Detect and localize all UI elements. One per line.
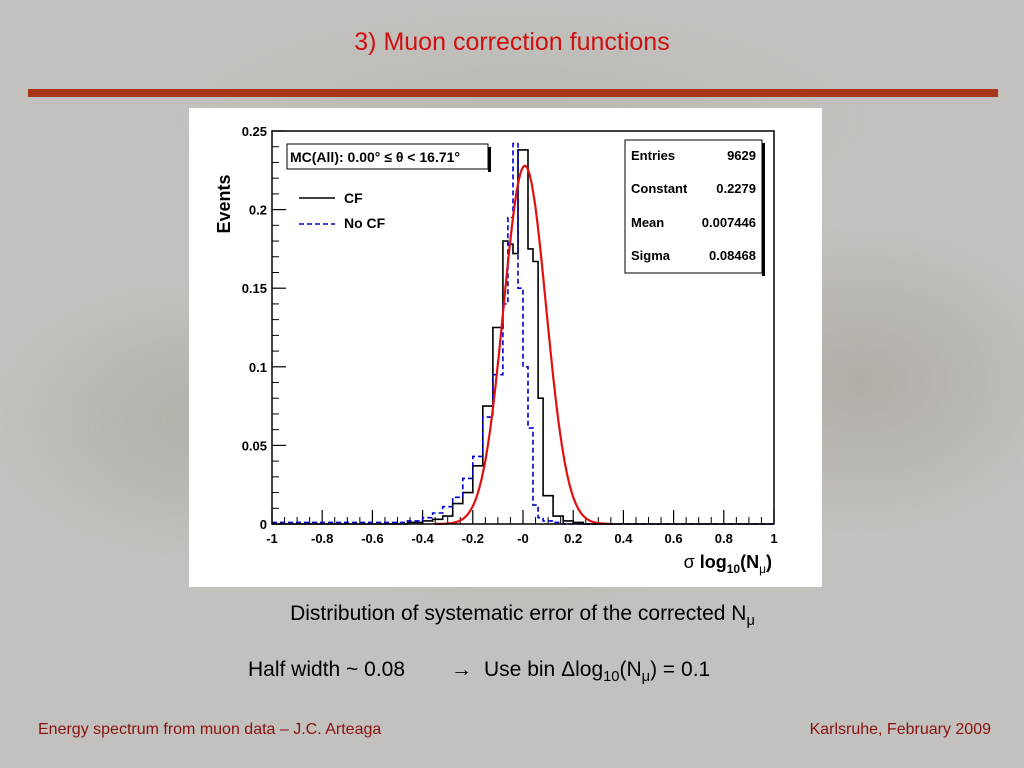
y-tick-label: 0.2 (249, 203, 267, 218)
gaussian-fit-curve (435, 164, 610, 526)
slide-title: 3) Muon correction functions (354, 28, 670, 56)
histogram-chart: Events 0 0.05 0.1 0.15 0.2 0.25 -1 -0.8 -0.6 -0.… (214, 124, 778, 576)
x-tick-label: -0.2 (462, 531, 484, 546)
plot-frame (271, 130, 775, 525)
caption-n-sub: μ (641, 669, 651, 686)
x-tick-label: 0.2 (564, 531, 582, 546)
caption-distribution: Distribution of systematic error of the … (0, 602, 1024, 629)
x-tick-label: -0.6 (361, 531, 383, 546)
stats-value-mean: 0.007446 (702, 215, 756, 230)
caption-n: (N (619, 658, 642, 681)
x-ticks: -1 -0.8 -0.6 -0.4 -0.2 -0 0.2 0.4 0.6 0.8 1 (266, 510, 778, 546)
y-tick-label: 0.25 (242, 124, 267, 139)
x-tick-label: 0.4 (614, 531, 633, 546)
x-tick-label: -0 (517, 531, 529, 546)
delta-symbol: Δ (561, 658, 576, 681)
footer-presentation-title: Energy spectrum from muon data – J.C. Ar… (38, 721, 382, 738)
x-tick-label: 0.6 (665, 531, 683, 546)
caption-half-width-text: Half width ~ 0.08 (248, 658, 406, 681)
caption-use-bin: Use bin (484, 658, 562, 681)
stats-value-constant: 0.2279 (716, 181, 756, 196)
y-tick-label: 0.1 (249, 360, 267, 375)
caption-distribution-text: Distribution of systematic error of the … (290, 602, 747, 625)
selection-box-shadow (488, 147, 491, 172)
x-tick-label: -0.4 (411, 531, 434, 546)
caption-log: log (575, 658, 604, 681)
legend: CF No CF (299, 190, 386, 231)
stats-value-sigma: 0.08468 (709, 248, 756, 263)
stats-value-entries: 9629 (727, 148, 756, 163)
stats-box-shadow (762, 143, 765, 276)
stats-label-sigma: Sigma (631, 248, 671, 263)
x-tick-label: 1 (770, 531, 777, 546)
caption-half-width: Half width ~ 0.08 → Use bin Δlog10(Nμ) = 0… (248, 658, 710, 685)
selection-label: MC(All): 0.00° ≤ θ < 16.71° (290, 149, 460, 165)
legend-label-cf: CF (344, 190, 363, 206)
x-tick-label: -1 (266, 531, 278, 546)
arrow-icon: → (451, 658, 473, 681)
stats-label-entries: Entries (631, 148, 675, 163)
caption-end: ) = 0.1 (650, 658, 711, 681)
x-axis-label-log: log (700, 552, 727, 572)
y-tick-label: 0.05 (242, 438, 267, 453)
title-divider (28, 89, 998, 97)
y-ticks: 0 0.05 0.1 0.15 0.2 0.25 (242, 124, 286, 532)
y-tick-label: 0.15 (242, 281, 267, 296)
legend-label-nocf: No CF (344, 215, 386, 231)
histogram-series-no-cf (272, 142, 774, 525)
histogram-panel: Events 0 0.05 0.1 0.15 0.2 0.25 -1 -0.8 -0.6 -0.… (189, 108, 822, 587)
stats-box-frame (624, 139, 763, 274)
stats-label-mean: Mean (631, 215, 664, 230)
footer-place-date: Karlsruhe, February 2009 (809, 721, 991, 738)
y-tick-label: 0 (260, 517, 267, 532)
x-axis-label: σ log10(Nμ) (684, 552, 772, 576)
x-axis-label-mu: μ (759, 562, 766, 576)
caption-log-sub: 10 (603, 669, 620, 686)
x-axis-label-sigma: σ (684, 552, 700, 572)
y-axis-label: Events (214, 174, 234, 233)
x-axis-label-n: (N (740, 552, 759, 572)
stats-box: Entries 9629 Constant 0.2279 Mean 0.0074… (624, 139, 765, 276)
caption-distribution-sub: μ (746, 613, 755, 630)
selection-box (286, 143, 489, 170)
x-axis-label-close: ) (766, 552, 772, 572)
stats-label-constant: Constant (631, 181, 688, 196)
x-axis-label-sub: 10 (727, 562, 741, 576)
x-tick-label: -0.8 (311, 531, 333, 546)
x-tick-label: 0.8 (715, 531, 733, 546)
